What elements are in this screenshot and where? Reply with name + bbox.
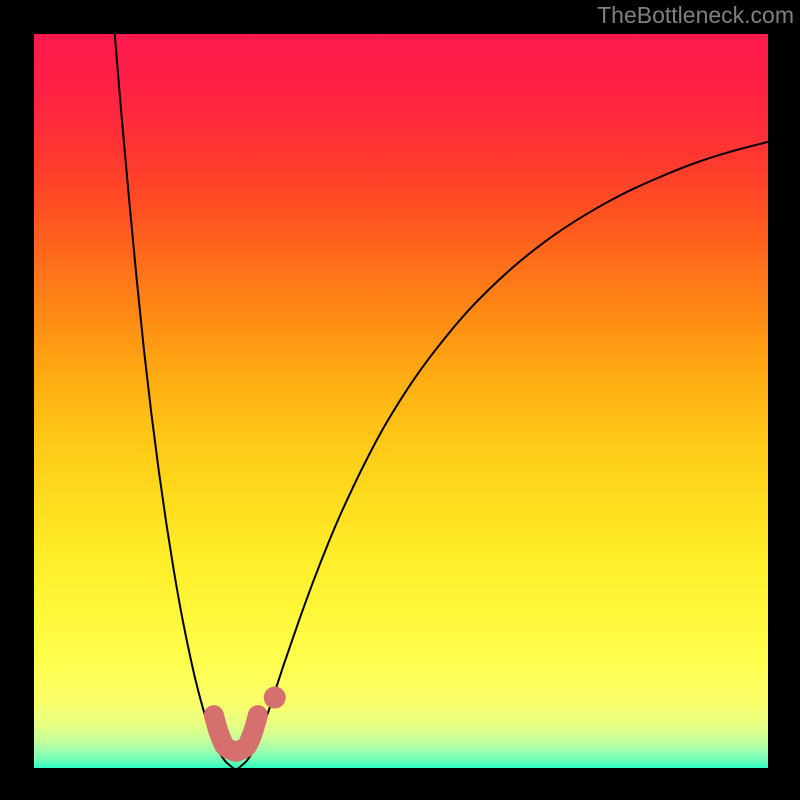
attribution-label: TheBottleneck.com [597,2,794,29]
chart-outer-frame [0,0,800,800]
chart-plot-area [34,34,768,768]
chart-svg [34,34,768,768]
page-root: TheBottleneck.com [0,0,800,800]
chart-gradient-background [34,34,768,768]
marker-dot [264,687,286,709]
